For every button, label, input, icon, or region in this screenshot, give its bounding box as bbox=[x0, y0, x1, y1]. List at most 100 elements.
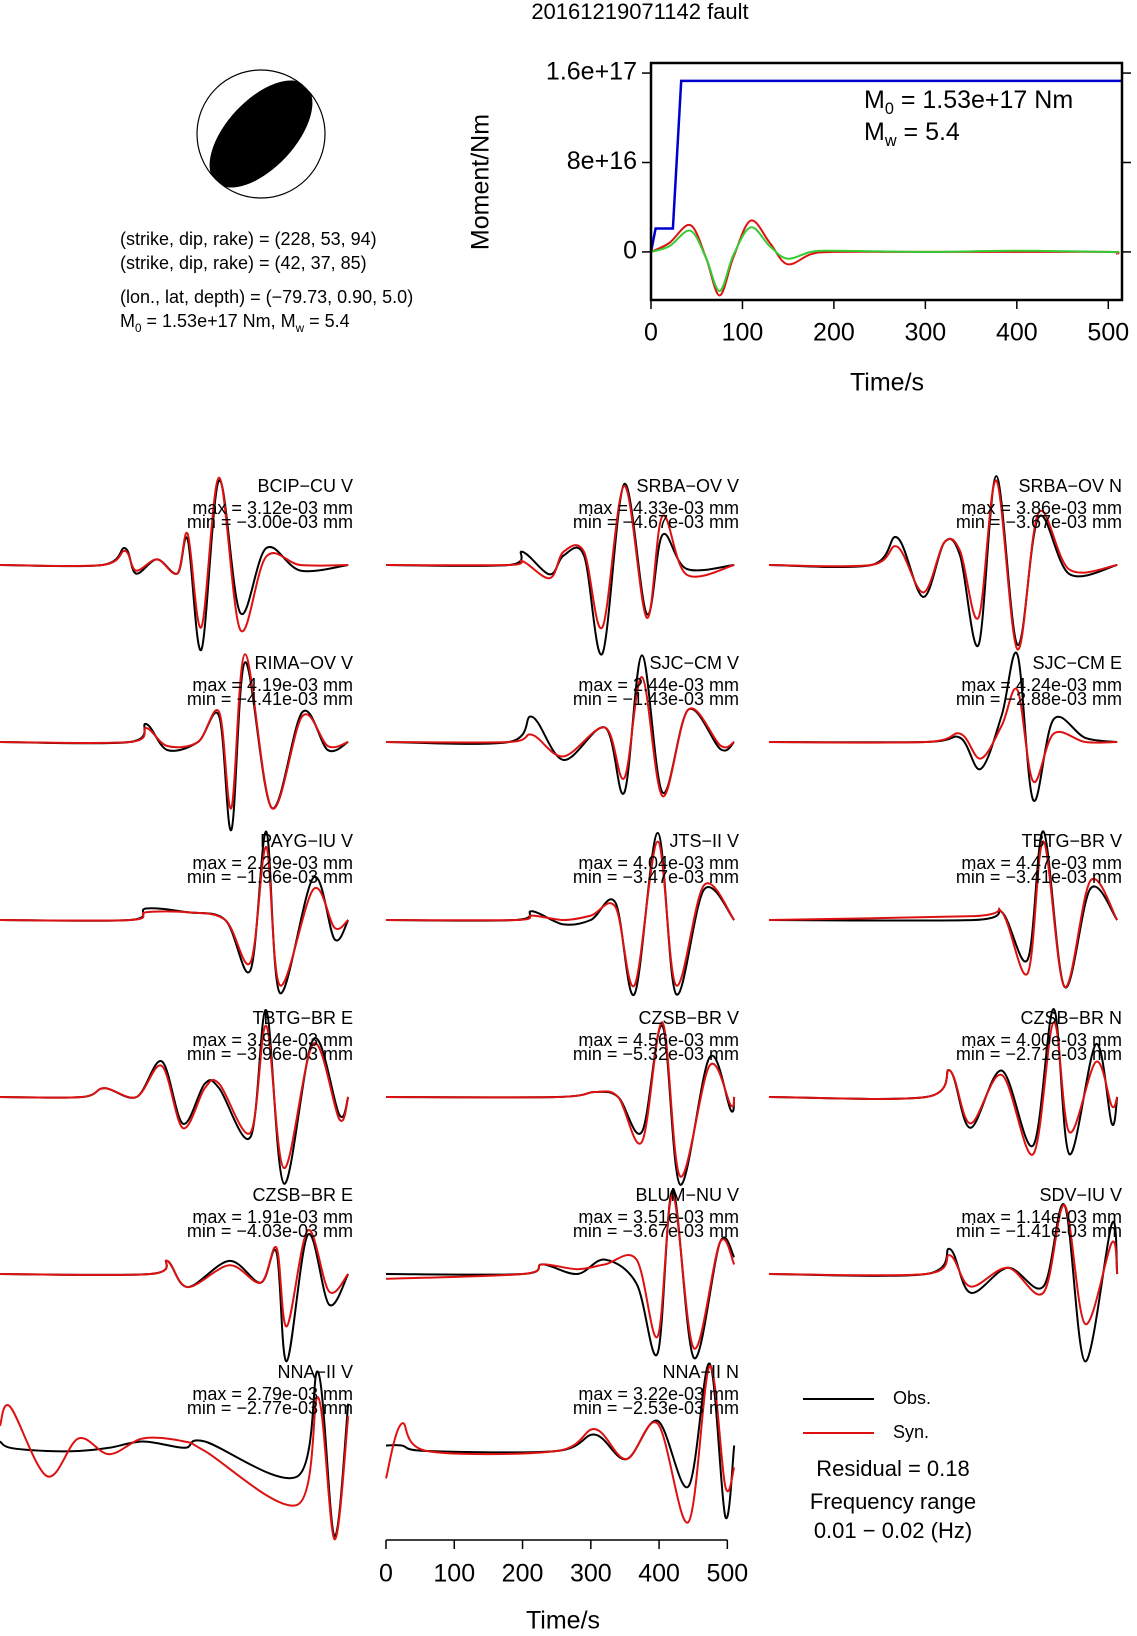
synthetic-trace bbox=[385, 1193, 736, 1350]
text-piece: M bbox=[864, 118, 885, 146]
subscript: w bbox=[295, 322, 305, 335]
max-label: max = 3.86e-03 mm bbox=[961, 498, 1122, 518]
y-tick-label: 8e+16 bbox=[567, 147, 637, 175]
note: Frequency range bbox=[810, 1489, 976, 1514]
x-axis-label: Time/s bbox=[850, 369, 924, 397]
x-tick-label: 500 bbox=[1087, 319, 1129, 347]
synthetic-trace bbox=[0, 845, 349, 987]
moment-line bbox=[649, 79, 1122, 253]
chart-title: 20161219071142 fault bbox=[531, 0, 748, 24]
x-tick-label: 500 bbox=[706, 1560, 748, 1588]
annotation: Mw = 5.4 bbox=[864, 118, 960, 151]
x-tick-label: 400 bbox=[638, 1560, 680, 1588]
subscript: 0 bbox=[135, 322, 142, 335]
observed-trace bbox=[768, 475, 1118, 648]
x-tick-label: 0 bbox=[379, 1560, 393, 1588]
max-label: max = 4.04e-03 mm bbox=[578, 853, 739, 873]
max-label: max = 3.51e-03 mm bbox=[578, 1207, 739, 1227]
min-label: min = −1.43e-03 mm bbox=[573, 689, 739, 709]
station-name: CZSB−BR N bbox=[1020, 1008, 1122, 1028]
station-name: BCIP−CU V bbox=[257, 476, 353, 496]
observed-trace bbox=[385, 482, 735, 656]
observed-trace bbox=[768, 1203, 1119, 1363]
text-piece: = 1.53e+17 Nm, M bbox=[142, 311, 296, 331]
y-tick-label: 1.6e+17 bbox=[546, 58, 637, 86]
synthetic-trace bbox=[768, 479, 1118, 651]
min-label: min = −4.41e-03 mm bbox=[187, 689, 353, 709]
text-piece: = 1.53e+17 Nm bbox=[894, 86, 1073, 114]
station-name: CZSB−BR E bbox=[252, 1185, 353, 1205]
station-name: JTS−II V bbox=[669, 831, 739, 851]
synthetic-trace bbox=[385, 676, 735, 798]
text-piece: M bbox=[120, 311, 135, 331]
x-tick-label: 200 bbox=[502, 1560, 544, 1588]
max-label: max = 3.12e-03 mm bbox=[192, 498, 353, 518]
max-label: max = 4.24e-03 mm bbox=[961, 675, 1122, 695]
station-name: PAYG−IU V bbox=[260, 831, 353, 851]
moment-text: M0 = 1.53e+17 Nm, Mw = 5.4 bbox=[120, 311, 350, 335]
beachball-compression bbox=[209, 80, 313, 188]
max-label: max = 1.91e-03 mm bbox=[192, 1207, 353, 1227]
station-name: BLUM−NU V bbox=[635, 1185, 739, 1205]
y-tick-label: 0 bbox=[623, 237, 637, 265]
station-name: TBTG−BR E bbox=[252, 1008, 353, 1028]
synthetic-trace bbox=[0, 653, 349, 810]
min-label: min = −3.67e-03 mm bbox=[956, 512, 1122, 532]
min-label: min = −2.88e-03 mm bbox=[956, 689, 1122, 709]
min-label: min = −2.71e-03 mm bbox=[956, 1044, 1122, 1064]
x-tick-label: 0 bbox=[644, 319, 658, 347]
station-name: SRBA−OV N bbox=[1018, 476, 1122, 496]
max-label: max = 3.94e-03 mm bbox=[192, 1030, 353, 1050]
synthetic-trace bbox=[385, 840, 736, 988]
max-label: max = 4.00e-03 mm bbox=[961, 1030, 1122, 1050]
mechanism-text: (strike, dip, rake) = (228, 53, 94) bbox=[120, 229, 377, 249]
synthetic-trace bbox=[0, 1024, 350, 1170]
x-tick-label: 300 bbox=[905, 319, 947, 347]
note: 0.01 − 0.02 (Hz) bbox=[814, 1518, 972, 1543]
station-name: TBTG−BR V bbox=[1021, 831, 1122, 851]
x-tick-label: 100 bbox=[433, 1560, 475, 1588]
station-name: NNA−II V bbox=[277, 1362, 353, 1382]
subscript: w bbox=[884, 132, 897, 150]
min-label: min = −2.77e-03 mm bbox=[187, 1398, 353, 1418]
station-name: CZSB−BR V bbox=[638, 1008, 739, 1028]
station-name: SDV−IU V bbox=[1039, 1185, 1122, 1205]
station-name: RIMA−OV V bbox=[254, 653, 353, 673]
observed-trace bbox=[0, 1233, 350, 1363]
min-label: min = −3.96e-03 mm bbox=[187, 1044, 353, 1064]
min-label: min = −3.41e-03 mm bbox=[956, 867, 1122, 887]
legend-label: Syn. bbox=[893, 1422, 929, 1442]
min-label: min = −3.47e-03 mm bbox=[573, 867, 739, 887]
note: Residual = 0.18 bbox=[816, 1456, 970, 1481]
synthetic-trace bbox=[385, 1021, 736, 1178]
synthetic-trace bbox=[0, 1396, 350, 1541]
mechanism-text: (lon., lat, depth) = (−79.73, 0.90, 5.0) bbox=[120, 287, 413, 307]
station-name: SRBA−OV V bbox=[636, 476, 739, 496]
annotation: M0 = 1.53e+17 Nm bbox=[864, 86, 1073, 119]
text-piece: M bbox=[864, 86, 885, 114]
min-label: min = −2.53e-03 mm bbox=[573, 1398, 739, 1418]
moment-line bbox=[650, 219, 1120, 297]
min-label: min = −3.00e-03 mm bbox=[187, 512, 353, 532]
x-tick-label: 300 bbox=[570, 1560, 612, 1588]
synthetic-trace bbox=[768, 687, 1118, 783]
plot-frame bbox=[649, 61, 1124, 302]
max-label: max = 4.33e-03 mm bbox=[578, 498, 739, 518]
beachball bbox=[196, 69, 326, 199]
min-label: min = −5.32e-03 mm bbox=[573, 1044, 739, 1064]
max-label: max = 1.14e-03 mm bbox=[961, 1207, 1122, 1227]
max-label: max = 4.47e-03 mm bbox=[961, 853, 1122, 873]
x-tick-label: 400 bbox=[996, 319, 1038, 347]
text-piece: = 5.4 bbox=[304, 311, 350, 331]
